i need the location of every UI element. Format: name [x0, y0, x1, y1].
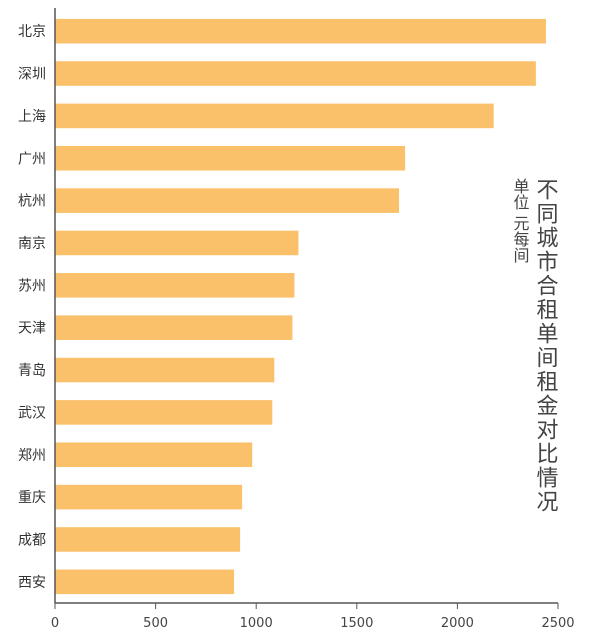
chart-title: 不同城市合租单间租金对比情况	[533, 178, 559, 514]
x-tick-label: 500	[143, 616, 168, 631]
x-tick-label: 2000	[441, 616, 474, 631]
category-label: 南京	[18, 236, 46, 252]
x-tick-label: 1000	[240, 616, 273, 631]
category-label: 西安	[18, 575, 46, 591]
category-label: 青岛	[18, 363, 46, 379]
bar	[55, 61, 536, 86]
category-label: 广州	[18, 151, 46, 167]
category-label: 深圳	[18, 67, 46, 83]
bar	[55, 273, 295, 298]
bar	[55, 484, 243, 510]
x-tick-label: 2500	[541, 616, 574, 631]
bar	[55, 442, 253, 468]
bar	[55, 357, 275, 383]
x-tick-label: 0	[51, 616, 59, 631]
bar	[55, 230, 299, 256]
bar	[55, 569, 235, 595]
category-label: 重庆	[18, 490, 46, 506]
bar	[55, 527, 241, 552]
bars-layer	[55, 18, 546, 595]
bar	[55, 145, 406, 171]
category-label: 天津	[18, 321, 46, 337]
bar	[55, 315, 293, 340]
x-tick-label: 1500	[340, 616, 373, 631]
bar	[55, 18, 546, 44]
category-label: 武汉	[18, 405, 46, 421]
category-label: 郑州	[18, 448, 46, 464]
category-label: 北京	[18, 24, 46, 40]
bar	[55, 103, 494, 129]
category-label: 杭州	[18, 194, 46, 210]
category-label: 苏州	[18, 278, 46, 294]
x-axis-ticks: 0 500 1000 1500 2000 2500	[51, 603, 575, 631]
chart-subtitle: 单位 元每间	[511, 178, 530, 264]
bar	[55, 188, 400, 213]
category-label: 上海	[18, 109, 46, 125]
category-label: 成都	[18, 532, 46, 548]
bar	[55, 400, 273, 425]
